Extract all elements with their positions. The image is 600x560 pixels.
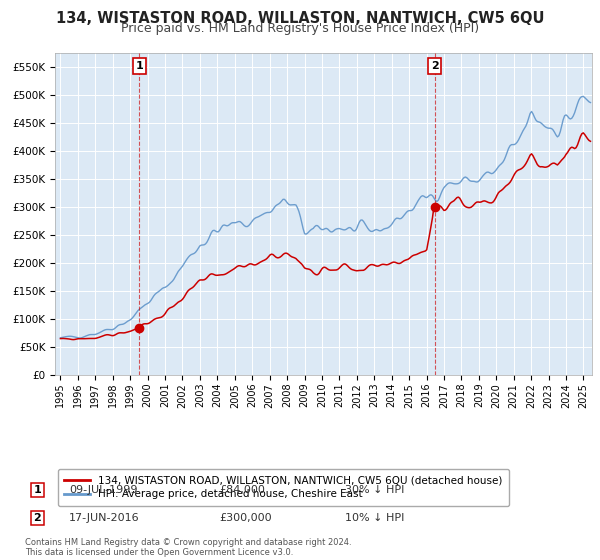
Text: Contains HM Land Registry data © Crown copyright and database right 2024.
This d: Contains HM Land Registry data © Crown c… bbox=[25, 538, 352, 557]
Text: 1: 1 bbox=[136, 61, 143, 71]
Text: £300,000: £300,000 bbox=[219, 513, 272, 523]
Text: 17-JUN-2016: 17-JUN-2016 bbox=[69, 513, 140, 523]
Text: 10% ↓ HPI: 10% ↓ HPI bbox=[345, 513, 404, 523]
Text: 1: 1 bbox=[34, 485, 41, 495]
Text: 2: 2 bbox=[431, 61, 439, 71]
Text: 134, WISTASTON ROAD, WILLASTON, NANTWICH, CW5 6QU: 134, WISTASTON ROAD, WILLASTON, NANTWICH… bbox=[56, 11, 544, 26]
Text: Price paid vs. HM Land Registry's House Price Index (HPI): Price paid vs. HM Land Registry's House … bbox=[121, 22, 479, 35]
Text: 09-JUL-1999: 09-JUL-1999 bbox=[69, 485, 137, 495]
Text: 2: 2 bbox=[34, 513, 41, 523]
Text: £84,000: £84,000 bbox=[219, 485, 265, 495]
Legend: 134, WISTASTON ROAD, WILLASTON, NANTWICH, CW5 6QU (detached house), HPI: Average: 134, WISTASTON ROAD, WILLASTON, NANTWICH… bbox=[58, 469, 509, 506]
Text: 30% ↓ HPI: 30% ↓ HPI bbox=[345, 485, 404, 495]
